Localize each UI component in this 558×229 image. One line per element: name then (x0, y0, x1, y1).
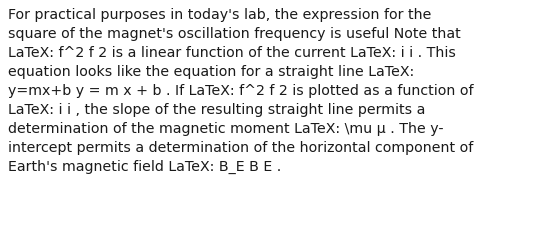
Text: For practical purposes in today's lab, the expression for the
square of the magn: For practical purposes in today's lab, t… (8, 8, 474, 173)
